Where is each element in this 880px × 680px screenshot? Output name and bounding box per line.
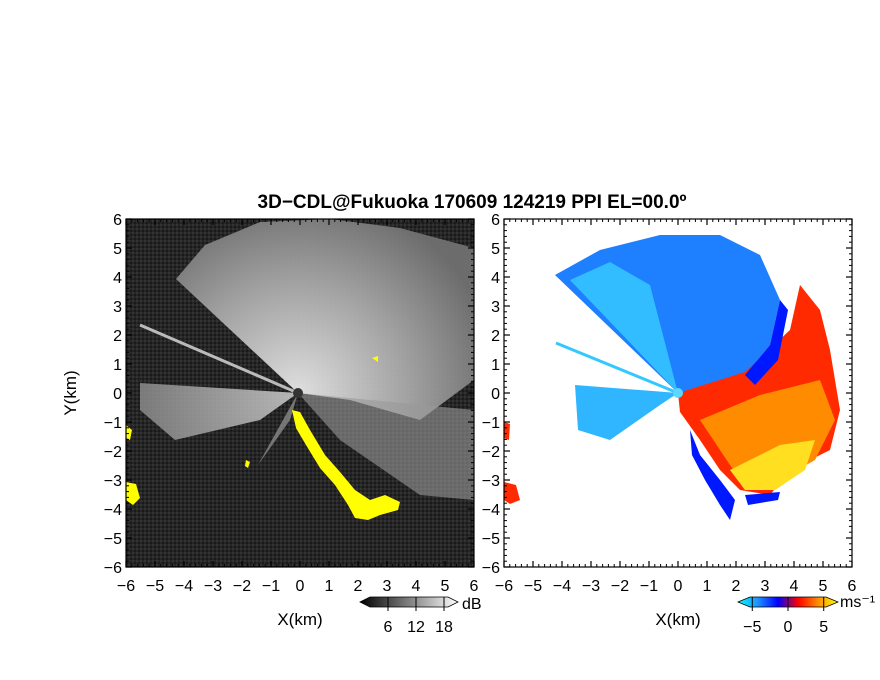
y-tick-label: 3 bbox=[491, 299, 500, 316]
x-tick-label: −4 bbox=[553, 578, 571, 595]
y-tick-label: −4 bbox=[104, 502, 122, 519]
intensity-colorbar-bar bbox=[359, 596, 459, 608]
y-tick-label: 1 bbox=[491, 357, 500, 374]
velocity-southwest-red bbox=[504, 482, 520, 504]
colorbar-tick-label: 0 bbox=[784, 619, 793, 636]
yellow-overlay-southwest bbox=[126, 482, 140, 505]
x-tick-label: 2 bbox=[732, 578, 741, 595]
intensity-beam-line bbox=[139, 323, 299, 395]
velocity-recede-yellow bbox=[730, 440, 815, 490]
y-tick-label: 4 bbox=[491, 270, 500, 287]
y-tick-label: −5 bbox=[482, 531, 500, 548]
chart-title: 3D−CDL@Fukuoka 170609 124219 PPI EL=00.0… bbox=[258, 192, 687, 213]
x-tick-label: −5 bbox=[146, 578, 164, 595]
velocity-panel: −6 −5 −4 −3 −2 −1 0 1 2 3 4 5 6 6 5 4 3 2 1 0 −1 −2 −3 −4 −5 −6 X… bbox=[482, 212, 857, 629]
intensity-panel: −6 −5 −4 −3 −2 −1 0 1 2 3 4 5 6 6 5 4 3 2 1 0 −1 −2 −3 −4 −5 −6 X… bbox=[61, 212, 479, 629]
x-tick-label: −4 bbox=[175, 578, 193, 595]
intensity-ylabel: Y(km) bbox=[61, 370, 80, 415]
y-tick-label: −3 bbox=[482, 473, 500, 490]
x-tick-label: 3 bbox=[761, 578, 770, 595]
y-tick-label: −3 bbox=[104, 473, 122, 490]
y-tick-label: 6 bbox=[113, 212, 122, 229]
x-tick-label: −6 bbox=[117, 578, 135, 595]
colorbar-tick-label: −5 bbox=[743, 619, 761, 636]
x-tick-label: −1 bbox=[640, 578, 658, 595]
x-tick-label: 4 bbox=[412, 578, 421, 595]
y-tick-label: −2 bbox=[104, 444, 122, 461]
y-tick-label: −5 bbox=[104, 531, 122, 548]
velocity-west-red bbox=[504, 422, 510, 440]
x-tick-label: −6 bbox=[495, 578, 513, 595]
y-tick-label: 0 bbox=[113, 386, 122, 403]
y-tick-label: −6 bbox=[482, 560, 500, 577]
yellow-overlay-band bbox=[292, 410, 400, 520]
y-tick-label: 5 bbox=[491, 241, 500, 258]
y-tick-label: 0 bbox=[491, 386, 500, 403]
intensity-colorbar: 6 12 18 dB bbox=[359, 596, 482, 636]
x-tick-label: −2 bbox=[233, 578, 251, 595]
x-tick-label: −3 bbox=[582, 578, 600, 595]
x-tick-label: 1 bbox=[703, 578, 712, 595]
x-tick-label: 2 bbox=[354, 578, 363, 595]
velocity-fold-blue-edge-2 bbox=[745, 492, 780, 505]
x-tick-label: −2 bbox=[611, 578, 629, 595]
yellow-overlay-south bbox=[245, 460, 250, 468]
radar-site-right bbox=[673, 388, 683, 398]
velocity-fold-blue-edge bbox=[690, 430, 735, 520]
colorbar-tick-label: 12 bbox=[407, 619, 425, 636]
x-tick-label: 1 bbox=[325, 578, 334, 595]
intensity-echo-south bbox=[258, 393, 298, 465]
velocity-approach-west bbox=[575, 385, 678, 440]
intensity-echo-east bbox=[298, 393, 474, 500]
x-tick-label: 0 bbox=[674, 578, 683, 595]
x-tick-label: 4 bbox=[790, 578, 799, 595]
colorbar-tick-label: 6 bbox=[384, 619, 393, 636]
x-tick-label: 0 bbox=[296, 578, 305, 595]
x-tick-label: 5 bbox=[819, 578, 828, 595]
velocity-beam-line bbox=[555, 341, 679, 395]
x-tick-label: −3 bbox=[204, 578, 222, 595]
velocity-approach-cyan bbox=[570, 262, 678, 393]
y-tick-label: 2 bbox=[491, 328, 500, 345]
intensity-xlabel: X(km) bbox=[277, 610, 322, 629]
velocity-colorbar-unit: ms⁻¹ bbox=[840, 594, 875, 611]
y-tick-label: 2 bbox=[113, 328, 122, 345]
intensity-colorbar-unit: dB bbox=[462, 596, 482, 613]
y-tick-label: 1 bbox=[113, 357, 122, 374]
colorbar-tick-label: 18 bbox=[435, 619, 453, 636]
y-tick-label: 3 bbox=[113, 299, 122, 316]
velocity-colorbar: −5 0 5 ms⁻¹ bbox=[736, 594, 875, 636]
y-tick-label: −1 bbox=[104, 415, 122, 432]
yellow-overlay-west bbox=[126, 425, 132, 440]
y-tick-label: −2 bbox=[482, 444, 500, 461]
x-tick-label: −5 bbox=[524, 578, 542, 595]
intensity-echo-north-east bbox=[176, 219, 474, 420]
x-tick-label: 5 bbox=[441, 578, 450, 595]
radar-site-left bbox=[293, 388, 303, 398]
y-tick-label: −4 bbox=[482, 502, 500, 519]
y-tick-label: 5 bbox=[113, 241, 122, 258]
y-tick-label: −1 bbox=[482, 415, 500, 432]
x-tick-label: 3 bbox=[383, 578, 392, 595]
velocity-fold-blue-north bbox=[745, 300, 788, 385]
x-tick-label: −1 bbox=[262, 578, 280, 595]
x-tick-label: 6 bbox=[470, 578, 479, 595]
colorbar-tick-label: 5 bbox=[819, 619, 828, 636]
intensity-echo-west bbox=[140, 383, 298, 440]
y-tick-label: 4 bbox=[113, 270, 122, 287]
velocity-xlabel: X(km) bbox=[655, 610, 700, 629]
yellow-overlay-north bbox=[372, 356, 378, 362]
x-tick-label: 6 bbox=[848, 578, 857, 595]
y-tick-label: −6 bbox=[104, 560, 122, 577]
y-tick-label: 6 bbox=[491, 212, 500, 229]
